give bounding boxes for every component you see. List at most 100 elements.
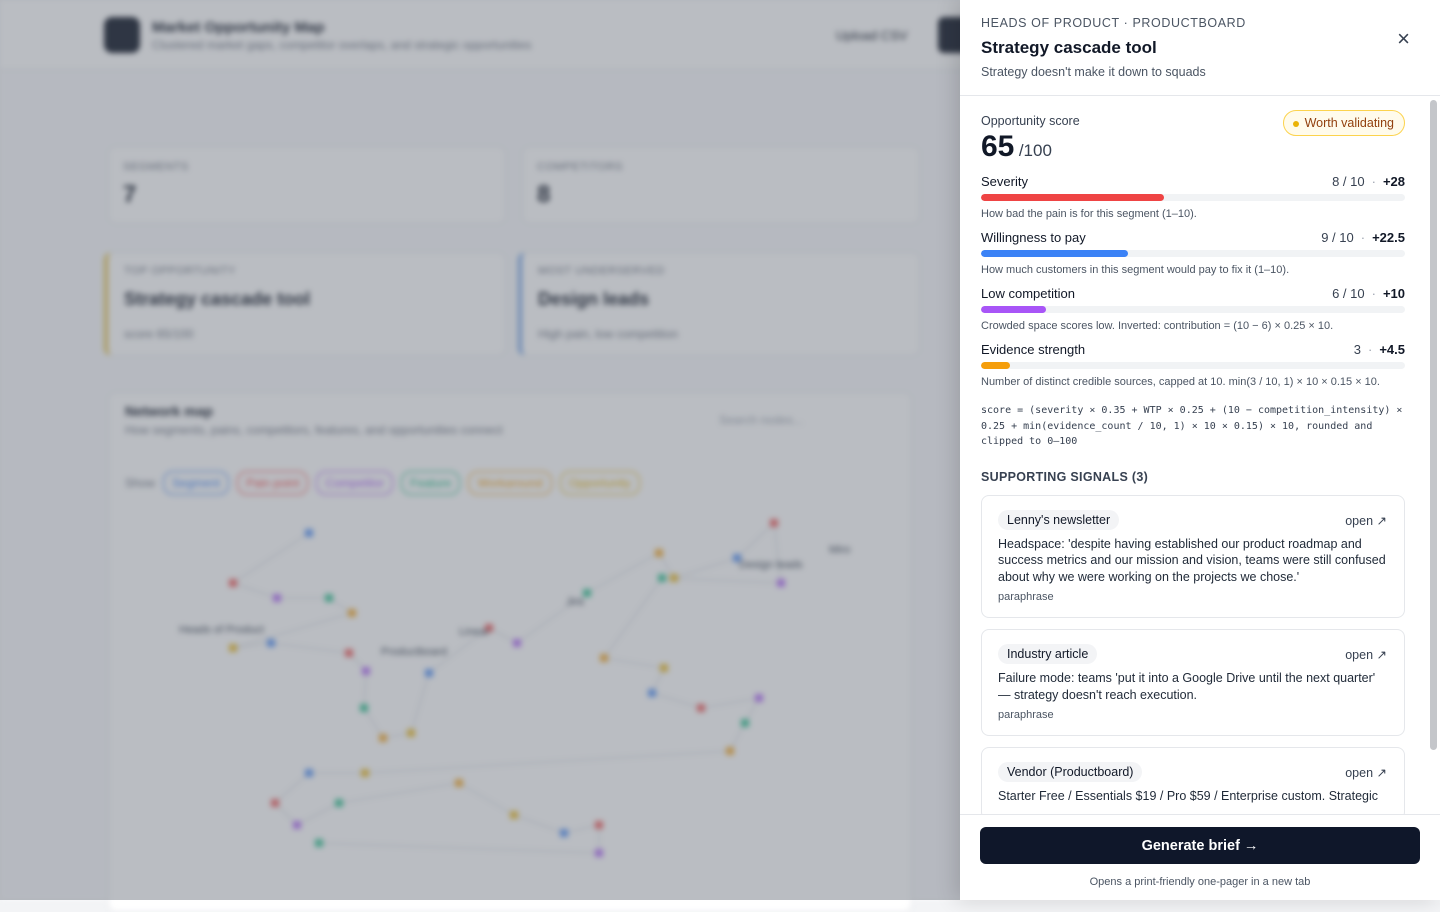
factor-name: Evidence strength bbox=[981, 342, 1086, 357]
legend: Show Segment Pain point Competitor Feature W… bbox=[125, 471, 640, 495]
node[interactable] bbox=[335, 799, 343, 807]
edge bbox=[586, 552, 660, 594]
node[interactable] bbox=[271, 799, 279, 807]
node[interactable] bbox=[600, 654, 608, 662]
node[interactable] bbox=[513, 639, 521, 647]
stat-value: 7 bbox=[123, 181, 137, 208]
signal-card: Vendor (Productboard) open ↗ Starter Free … bbox=[981, 747, 1405, 814]
node[interactable] bbox=[658, 574, 666, 582]
node[interactable] bbox=[348, 609, 356, 617]
node[interactable] bbox=[305, 769, 313, 777]
panel-subtitle: Strategy doesn't make it down to squads bbox=[981, 65, 1206, 79]
node-label: Linear bbox=[459, 626, 490, 638]
node[interactable] bbox=[648, 689, 656, 697]
factor-contribution: +28 bbox=[1382, 174, 1405, 189]
node[interactable] bbox=[425, 669, 433, 677]
node[interactable] bbox=[229, 579, 237, 587]
node[interactable] bbox=[777, 579, 785, 587]
edge bbox=[296, 802, 340, 826]
network: Heads of Product Productboard Linear Jira De… bbox=[179, 519, 850, 857]
node[interactable] bbox=[583, 589, 591, 597]
node[interactable] bbox=[595, 849, 603, 857]
legend-label: Show bbox=[125, 476, 156, 490]
edge bbox=[232, 582, 278, 599]
bar-track bbox=[981, 362, 1405, 369]
node[interactable] bbox=[407, 729, 415, 737]
node[interactable] bbox=[315, 839, 323, 847]
factor-description: Crowded space scores low. Inverted: cont… bbox=[981, 320, 1334, 332]
scrollbar[interactable] bbox=[1430, 100, 1437, 750]
detail-panel: HEADS OF PRODUCT · PRODUCTBOARD Strategy… bbox=[960, 0, 1440, 900]
node[interactable] bbox=[267, 639, 275, 647]
bar-track bbox=[981, 194, 1405, 201]
bar-fill bbox=[981, 306, 1047, 313]
separator: · bbox=[1360, 230, 1366, 245]
node[interactable] bbox=[345, 649, 353, 657]
generate-brief-button[interactable]: Generate brief → bbox=[980, 827, 1420, 864]
edge bbox=[364, 750, 731, 774]
node[interactable] bbox=[697, 704, 705, 712]
highlight-label: MOST UNDERSERVED bbox=[538, 265, 665, 277]
node[interactable] bbox=[510, 811, 518, 819]
factor-description: How much customers in this segment would… bbox=[981, 264, 1290, 276]
signal-kind: paraphrase bbox=[998, 709, 1054, 721]
node[interactable] bbox=[360, 704, 368, 712]
legend-item: Segment bbox=[163, 471, 230, 495]
node[interactable] bbox=[229, 644, 237, 652]
node[interactable] bbox=[670, 574, 678, 582]
upload-button[interactable]: Upload CSV bbox=[836, 28, 908, 43]
node[interactable] bbox=[455, 779, 463, 787]
open-link[interactable]: open ↗ bbox=[1345, 648, 1387, 662]
node[interactable] bbox=[733, 554, 741, 562]
factor-row: Evidence strength 3 · +4.5 bbox=[981, 342, 1405, 357]
edge bbox=[232, 532, 310, 584]
node[interactable] bbox=[755, 694, 763, 702]
signal-text: Headspace: 'despite having established o… bbox=[998, 536, 1386, 584]
node[interactable] bbox=[560, 829, 568, 837]
edge bbox=[744, 697, 760, 724]
node[interactable] bbox=[660, 664, 668, 672]
node[interactable] bbox=[325, 594, 333, 602]
edge bbox=[363, 707, 384, 739]
open-link[interactable]: open ↗ bbox=[1345, 513, 1387, 528]
factor-score: 6 / 10 · +10 bbox=[1332, 286, 1405, 301]
highlight-card: MOST UNDERSERVED Design leads High pain, l… bbox=[518, 252, 920, 356]
edge bbox=[736, 522, 775, 559]
search[interactable]: Search nodes... bbox=[719, 413, 804, 427]
edge bbox=[232, 642, 272, 649]
factor-contribution: +22.5 bbox=[1372, 230, 1405, 245]
open-link[interactable]: open ↗ bbox=[1345, 766, 1387, 780]
badge-text: Worth validating bbox=[1304, 116, 1394, 130]
node[interactable] bbox=[726, 747, 734, 755]
node[interactable] bbox=[770, 519, 778, 527]
node[interactable] bbox=[273, 594, 281, 602]
factor-score: 8 / 10 · +28 bbox=[1332, 174, 1405, 189]
signal-card: Industry article open ↗ Failure mode: team… bbox=[981, 629, 1405, 736]
node[interactable] bbox=[305, 529, 313, 537]
signals: Lenny's newsletter open ↗ Headspace: 'desp… bbox=[981, 494, 1405, 814]
node-label: Heads of Product bbox=[179, 624, 264, 636]
bar-fill bbox=[981, 194, 1164, 201]
node[interactable] bbox=[741, 719, 749, 727]
edge bbox=[651, 667, 665, 694]
close-button[interactable]: × bbox=[1397, 26, 1410, 51]
map-subtitle: How segments, pains, competitors, featur… bbox=[125, 423, 503, 437]
legend-item: Opportunity bbox=[559, 471, 640, 495]
map-title: Network map bbox=[125, 403, 213, 419]
signals-title: SUPPORTING SIGNALS (3) bbox=[981, 469, 1149, 484]
node[interactable] bbox=[362, 667, 370, 675]
factor-contribution: +10 bbox=[1382, 286, 1405, 301]
node[interactable] bbox=[595, 821, 603, 829]
node[interactable] bbox=[655, 549, 663, 557]
node[interactable] bbox=[293, 821, 301, 829]
stat-card: COMPETITORS 8 bbox=[522, 146, 920, 224]
stat-label: SEGMENTS bbox=[123, 161, 189, 173]
node[interactable] bbox=[379, 734, 387, 742]
edge bbox=[488, 627, 518, 644]
edge bbox=[603, 577, 663, 659]
factor: Severity 8 / 10 · +28 How bad the pain is fo… bbox=[981, 174, 1405, 220]
node[interactable] bbox=[485, 624, 493, 632]
node-label: Productboard bbox=[381, 646, 447, 658]
node[interactable] bbox=[361, 769, 369, 777]
highlight-note: High pain, low competition bbox=[538, 327, 679, 341]
